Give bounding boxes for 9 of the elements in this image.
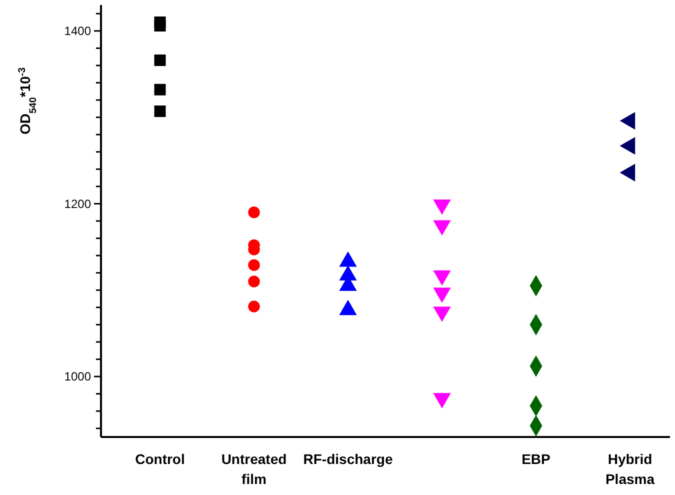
y-tick-label: 1000: [64, 370, 92, 384]
x-tick-label: RF-discharge: [303, 451, 393, 467]
x-tick-label: EBP: [522, 451, 550, 467]
x-tick-label: Hybrid Plasma: [605, 451, 655, 487]
y-tick-label: 1200: [64, 196, 92, 211]
point: [248, 300, 260, 312]
x-tick-label: Untreated film: [221, 451, 287, 487]
x-tick-label: Control: [135, 451, 185, 467]
y-tick-label: 1400: [64, 24, 92, 38]
